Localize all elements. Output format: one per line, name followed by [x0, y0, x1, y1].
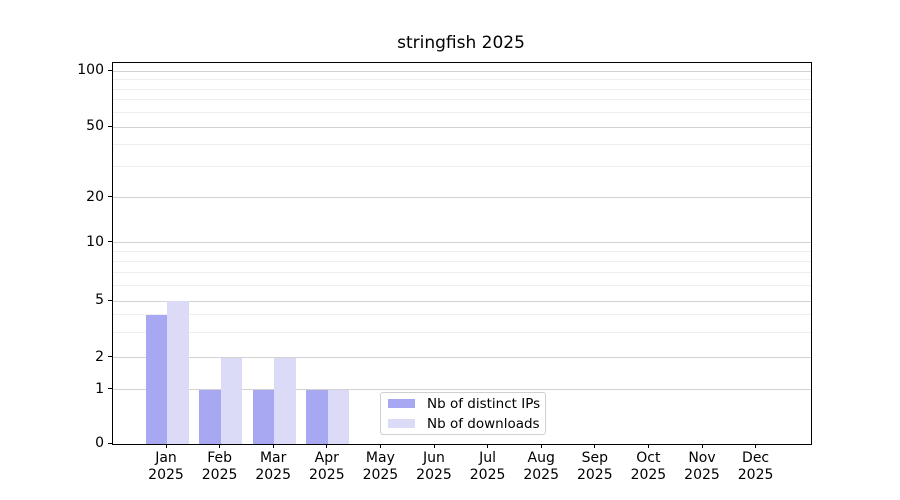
minor-gridline-6	[113, 285, 811, 287]
y-tick-label-50: 50	[86, 118, 104, 134]
y-tick-label-2: 2	[95, 348, 104, 365]
x-tick-label-feb: Feb 2025	[201, 450, 238, 483]
legend-item-distinct-ips: Nb of distinct IPs	[388, 395, 541, 412]
minor-gridline-40	[113, 143, 811, 145]
minor-gridline-70	[113, 99, 811, 101]
x-tick-feb	[219, 444, 221, 448]
x-tick-aug	[540, 444, 542, 448]
bar-mar-downloads	[274, 357, 296, 444]
y-tick-2	[108, 356, 112, 358]
x-tick-label-jul: Jul 2025	[469, 450, 506, 483]
x-tick-label-jun: Jun 2025	[416, 450, 452, 483]
y-tick-label-10: 10	[86, 233, 104, 250]
minor-gridline-30	[113, 166, 811, 168]
major-gridline-10	[113, 242, 811, 244]
minor-gridline-7	[113, 272, 811, 274]
x-tick-jul	[487, 444, 489, 448]
y-tick-label-100: 100	[77, 62, 104, 78]
minor-gridline-60	[113, 111, 811, 113]
x-tick-sep	[594, 444, 596, 448]
major-gridline-50	[113, 126, 811, 128]
bar-jan-downloads	[167, 301, 189, 444]
x-tick-mar	[272, 444, 274, 448]
bar-feb-distinct-ips	[199, 389, 221, 444]
y-tick-100	[108, 69, 112, 71]
legend-item-downloads: Nb of downloads	[388, 415, 540, 432]
legend-swatch-distinct-ips	[388, 399, 415, 408]
legend-swatch-downloads	[388, 419, 415, 428]
y-tick-10	[108, 241, 112, 243]
major-gridline-2	[113, 357, 811, 359]
plot-area: Nb of distinct IPs Nb of downloads	[112, 62, 812, 445]
y-tick-label-0: 0	[95, 435, 104, 451]
minor-gridline-80	[113, 88, 811, 90]
y-tick-5	[108, 299, 112, 301]
bar-apr-downloads	[327, 389, 350, 444]
x-tick-label-sep: Sep 2025	[576, 450, 613, 483]
x-tick-label-oct: Oct 2025	[630, 450, 667, 483]
y-tick-50	[108, 125, 112, 127]
minor-gridline-3	[113, 332, 811, 334]
y-tick-0	[108, 442, 112, 444]
y-tick-label-1: 1	[95, 380, 104, 397]
x-tick-oct	[647, 444, 649, 448]
bar-apr-distinct-ips	[306, 389, 328, 444]
y-tick-label-20: 20	[86, 188, 104, 205]
bar-feb-downloads	[220, 357, 243, 444]
x-tick-may	[379, 444, 381, 448]
minor-gridline-90	[113, 79, 811, 80]
minor-gridline-9	[113, 251, 811, 253]
y-tick-1	[108, 388, 112, 390]
x-tick-nov	[701, 444, 703, 448]
x-tick-label-mar: Mar 2025	[255, 450, 292, 483]
x-tick-label-jan: Jan 2025	[148, 450, 184, 483]
bar-jan-distinct-ips	[145, 314, 167, 444]
x-tick-label-dec: Dec 2025	[737, 450, 774, 483]
bar-mar-distinct-ips	[252, 389, 275, 444]
minor-gridline-4	[113, 314, 811, 316]
x-tick-apr	[326, 444, 328, 448]
major-gridline-5	[113, 300, 811, 302]
major-gridline-100	[113, 70, 811, 72]
x-tick-label-aug: Aug 2025	[523, 450, 560, 483]
x-tick-dec	[755, 444, 757, 448]
legend-label-distinct-ips: Nb of distinct IPs	[427, 395, 541, 412]
x-tick-label-nov: Nov 2025	[684, 450, 720, 483]
x-tick-jun	[433, 444, 435, 448]
x-tick-jan	[165, 444, 167, 448]
chart-title: stringfish 2025	[397, 33, 525, 53]
legend-label-downloads: Nb of downloads	[427, 415, 540, 432]
x-tick-label-apr: Apr 2025	[308, 450, 345, 483]
major-gridline-1	[113, 389, 811, 391]
major-gridline-20	[113, 197, 811, 199]
legend: Nb of distinct IPs Nb of downloads	[380, 392, 546, 435]
minor-gridline-8	[113, 261, 811, 263]
y-tick-20	[108, 196, 112, 198]
y-tick-label-5: 5	[95, 292, 104, 308]
x-tick-label-may: May 2025	[362, 450, 399, 483]
